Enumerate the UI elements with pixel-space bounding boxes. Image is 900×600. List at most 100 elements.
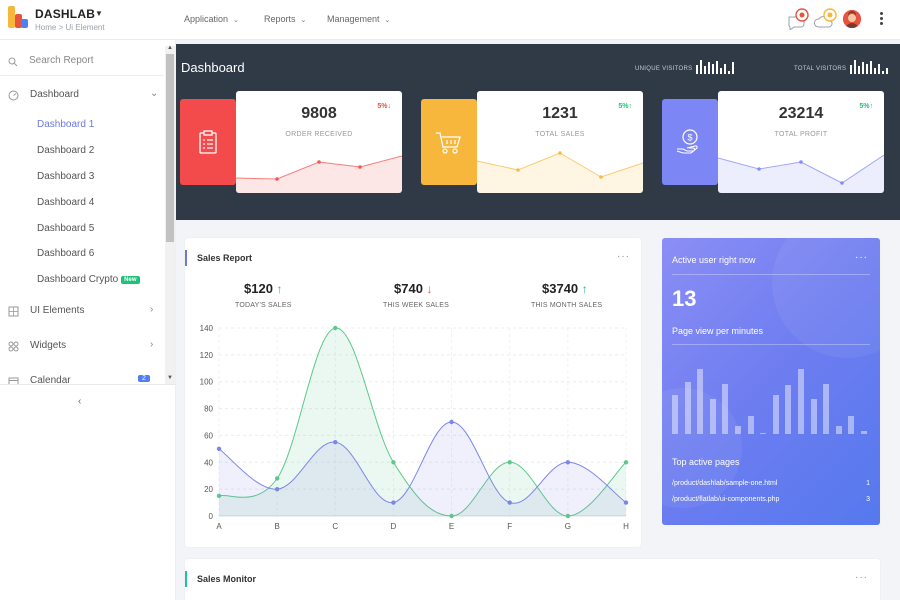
page-view-bar <box>672 394 678 434</box>
sparkline-point <box>599 175 603 179</box>
sidebar-item-label: Dashboard <box>30 89 79 100</box>
more-horizontal-icon[interactable]: ··· <box>855 252 868 263</box>
arrow-down-icon: ↓ <box>426 282 433 296</box>
sidebar-item-ui-elements[interactable]: UI Elements › <box>0 301 164 321</box>
page-view-bar <box>861 431 867 434</box>
unique-visitors-label: UNIQUE VISITORS <box>635 66 693 72</box>
sidebar-subitem-dashboard-3[interactable]: Dashboard 3 <box>37 171 95 182</box>
clipboard-icon <box>199 130 217 154</box>
brand-caret-icon[interactable]: ▼ <box>95 9 103 18</box>
grid-icon <box>8 306 19 317</box>
total-visitors-sparkbars <box>850 60 890 74</box>
nav-management[interactable]: Management ⌄ <box>327 14 390 24</box>
money-hand-icon: $ <box>676 129 698 154</box>
sparkline-point <box>317 160 321 164</box>
x-tick-label: B <box>274 522 279 531</box>
data-point <box>274 486 280 492</box>
scrollbar-thumb[interactable] <box>166 54 174 242</box>
cloud-alert-icon[interactable] <box>814 8 838 30</box>
page-view-bar <box>709 398 716 434</box>
data-point <box>449 419 454 425</box>
sidebar-subitem-dashboard-6[interactable]: Dashboard 6 <box>37 248 95 259</box>
chevron-left-icon[interactable]: ‹ <box>78 396 82 407</box>
dashboard-banner: Dashboard UNIQUE VISITORS TOTAL VISITORS… <box>176 44 900 220</box>
page-view-bar <box>772 394 779 434</box>
page-view-bar <box>760 433 767 434</box>
search-input[interactable]: Search Report <box>29 55 94 66</box>
chat-alert-icon[interactable] <box>786 8 810 30</box>
sidebar-divider <box>0 384 176 385</box>
y-tick-label: 80 <box>204 405 213 414</box>
brand-name[interactable]: DASHLAB <box>35 7 96 21</box>
sidebar-subitem-dashboard-crypto[interactable]: Dashboard Crypto New <box>37 274 140 285</box>
active-users-card: Active user right now ··· 13 Page view p… <box>662 238 880 525</box>
series-line <box>218 421 627 504</box>
kpi-value-text: $120 <box>244 281 273 296</box>
page-view-bar <box>798 369 804 434</box>
more-horizontal-icon[interactable]: ··· <box>617 251 630 262</box>
more-vertical-icon[interactable] <box>880 12 884 27</box>
page-view-bar <box>697 369 704 434</box>
sales-monitor-title: Sales Monitor <box>197 574 257 584</box>
x-tick-label: A <box>216 522 222 531</box>
total-profit-value: 23214 <box>778 105 824 122</box>
kpi-value-text: $3740 <box>542 281 579 296</box>
x-tick-label: D <box>391 522 397 531</box>
top-page-row[interactable]: /product/flatlab/ui-components.php 3 <box>672 496 870 503</box>
divider <box>672 274 870 275</box>
scroll-down-arrow-icon[interactable]: ▼ <box>167 375 173 381</box>
sales-monitor-card: Sales Monitor ··· <box>185 559 880 600</box>
calendar-count-badge: 2 <box>138 375 150 382</box>
sidebar-subitem-dashboard-2[interactable]: Dashboard 2 <box>37 145 95 156</box>
sidebar-subitem-dashboard-1[interactable]: Dashboard 1 <box>37 119 95 130</box>
sidebar-item-label: Widgets <box>30 340 67 351</box>
sidebar-item-calendar[interactable]: Calendar 2 <box>0 371 164 384</box>
sidebar-item-widgets[interactable]: Widgets › <box>0 336 164 356</box>
total-sales-icon-box <box>421 99 477 185</box>
sidebar-subitem-dashboard-5[interactable]: Dashboard 5 <box>37 223 95 234</box>
total-sales-sparkline <box>477 151 643 193</box>
scroll-up-arrow-icon[interactable]: ▲ <box>167 45 173 51</box>
order-received-label: ORDER RECEIVED <box>285 131 353 138</box>
total-profit-icon-box: $ <box>662 99 718 185</box>
unique-visitors-sparkbars <box>696 60 736 74</box>
series-area <box>219 422 626 516</box>
brand-logo[interactable] <box>8 6 28 28</box>
data-point <box>565 460 571 465</box>
sidebar-search[interactable]: Search Report <box>0 46 164 76</box>
arrow-down-icon: ↓ <box>387 103 392 110</box>
nav-reports[interactable]: Reports ⌄ <box>264 14 306 24</box>
sparkline-point <box>840 181 844 185</box>
user-avatar-image <box>843 10 861 28</box>
page-view-bar <box>810 398 817 434</box>
chevron-down-icon: ⌄ <box>233 17 239 24</box>
sparkline-point <box>358 165 362 169</box>
sparkline-point <box>275 177 279 181</box>
sidebar-item-dashboard[interactable]: Dashboard ⌄ <box>0 85 164 105</box>
change-value: 5% <box>618 103 629 110</box>
data-point <box>565 513 571 519</box>
data-point <box>216 493 222 499</box>
breadcrumb: Home > Ui Element <box>35 23 105 32</box>
total-sales-card: 1231 TOTAL SALES 5%↑ <box>477 91 643 193</box>
arrow-up-icon: ↑ <box>276 282 283 296</box>
sparkline-point <box>799 160 803 164</box>
order-received-sparkline <box>236 155 402 193</box>
sales-report-title: Sales Report <box>197 253 253 263</box>
page-view-bar-chart <box>672 366 872 434</box>
y-tick-label: 20 <box>204 485 213 494</box>
more-horizontal-icon[interactable]: ··· <box>855 572 868 583</box>
chevron-down-icon: ⌄ <box>384 17 391 24</box>
card-accent-bar <box>185 571 187 587</box>
sidebar-subitem-dashboard-4[interactable]: Dashboard 4 <box>37 197 95 208</box>
kpi-month-value: $3740 ↑ <box>542 281 588 296</box>
top-page-row[interactable]: /product/dashlab/sample-one.html 1 <box>672 480 870 487</box>
total-profit-sparkline <box>718 154 884 193</box>
nav-application[interactable]: Application ⌄ <box>184 14 239 24</box>
user-avatar[interactable] <box>843 10 861 28</box>
page-count: 3 <box>866 496 870 503</box>
series-area <box>219 327 626 516</box>
data-point <box>507 460 512 465</box>
data-point <box>274 476 280 481</box>
sidebar-scrollbar[interactable]: ▲ ▼ <box>165 45 175 384</box>
